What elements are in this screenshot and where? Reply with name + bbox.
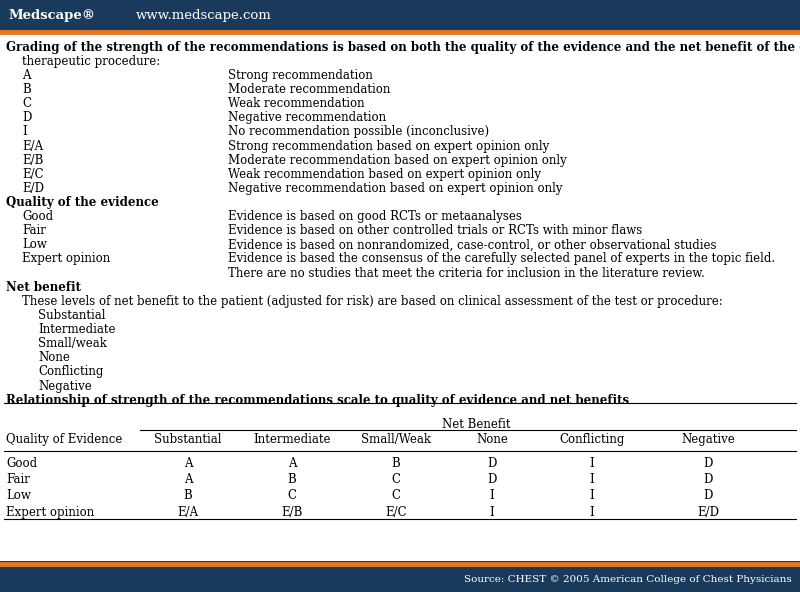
Text: Low: Low [22,239,47,252]
Text: D: D [703,473,713,486]
Text: I: I [22,126,27,139]
Text: These levels of net benefit to the patient (adjusted for risk) are based on clin: These levels of net benefit to the patie… [22,295,723,308]
Text: Quality of the evidence: Quality of the evidence [6,196,159,209]
Text: Moderate recommendation based on expert opinion only: Moderate recommendation based on expert … [228,153,566,166]
Text: Conflicting: Conflicting [38,365,104,378]
Text: D: D [703,456,713,469]
Text: C: C [22,97,31,110]
Text: I: I [590,489,594,502]
Text: B: B [184,489,192,502]
Text: There are no studies that meet the criteria for inclusion in the literature revi: There are no studies that meet the crite… [228,266,705,279]
Text: I: I [590,506,594,519]
Text: I: I [590,473,594,486]
Text: I: I [490,506,494,519]
Text: Fair: Fair [6,473,30,486]
Text: Grading of the strength of the recommendations is based on both the quality of t: Grading of the strength of the recommend… [6,41,800,54]
Text: Negative: Negative [681,433,735,446]
Text: B: B [392,456,400,469]
Text: E/A: E/A [178,506,198,519]
Text: E/C: E/C [22,168,44,181]
Text: E/D: E/D [697,506,719,519]
Text: Small/Weak: Small/Weak [361,433,431,446]
Text: Weak recommendation: Weak recommendation [228,97,365,110]
Text: E/C: E/C [385,506,407,519]
Text: B: B [288,473,296,486]
Text: No recommendation possible (inconclusive): No recommendation possible (inconclusive… [228,126,489,139]
Text: Evidence is based on other controlled trials or RCTs with minor flaws: Evidence is based on other controlled tr… [228,224,642,237]
Text: Evidence is based on good RCTs or metaanalyses: Evidence is based on good RCTs or metaan… [228,210,522,223]
Text: Negative recommendation based on expert opinion only: Negative recommendation based on expert … [228,182,562,195]
Text: None: None [476,433,508,446]
Text: Medscape®: Medscape® [8,9,95,22]
Text: Strong recommendation: Strong recommendation [228,69,373,82]
Text: E/D: E/D [22,182,45,195]
Text: C: C [391,489,401,502]
Text: D: D [703,489,713,502]
Text: Intermediate: Intermediate [254,433,330,446]
Text: None: None [38,351,70,364]
Text: Good: Good [6,456,38,469]
Text: E/B: E/B [22,153,44,166]
Text: Strong recommendation based on expert opinion only: Strong recommendation based on expert op… [228,140,550,153]
Text: A: A [184,473,192,486]
Text: I: I [490,489,494,502]
Text: A: A [184,456,192,469]
Text: Quality of Evidence: Quality of Evidence [6,433,122,446]
Text: Evidence is based on nonrandomized, case-control, or other observational studies: Evidence is based on nonrandomized, case… [228,239,717,252]
Text: E/B: E/B [282,506,302,519]
Text: therapeutic procedure:: therapeutic procedure: [22,55,161,67]
Text: Good: Good [22,210,54,223]
Text: D: D [487,473,497,486]
Text: Expert opinion: Expert opinion [6,506,94,519]
Text: Negative: Negative [38,379,92,392]
Text: C: C [287,489,297,502]
Text: Fair: Fair [22,224,46,237]
Text: D: D [22,111,32,124]
Text: Moderate recommendation: Moderate recommendation [228,83,390,96]
Text: Substantial: Substantial [38,309,106,322]
Text: Source: CHEST © 2005 American College of Chest Physicians: Source: CHEST © 2005 American College of… [464,575,792,584]
Text: E/A: E/A [22,140,43,153]
Text: Evidence is based the consensus of the carefully selected panel of experts in th: Evidence is based the consensus of the c… [228,252,775,265]
Text: Substantial: Substantial [154,433,222,446]
Text: C: C [391,473,401,486]
Text: Conflicting: Conflicting [559,433,625,446]
Text: Relationship of strength of the recommendations scale to quality of evidence and: Relationship of strength of the recommen… [6,394,630,407]
Text: Expert opinion: Expert opinion [22,252,110,265]
Text: A: A [22,69,31,82]
Text: Net benefit: Net benefit [6,281,82,294]
Text: Low: Low [6,489,31,502]
Text: A: A [288,456,296,469]
Text: Net Benefit: Net Benefit [442,417,510,430]
Text: Weak recommendation based on expert opinion only: Weak recommendation based on expert opin… [228,168,541,181]
Text: Negative recommendation: Negative recommendation [228,111,386,124]
Text: I: I [590,456,594,469]
Text: B: B [22,83,31,96]
Text: Small/weak: Small/weak [38,337,107,350]
Text: www.medscape.com: www.medscape.com [136,9,272,22]
Text: Intermediate: Intermediate [38,323,116,336]
Text: D: D [487,456,497,469]
